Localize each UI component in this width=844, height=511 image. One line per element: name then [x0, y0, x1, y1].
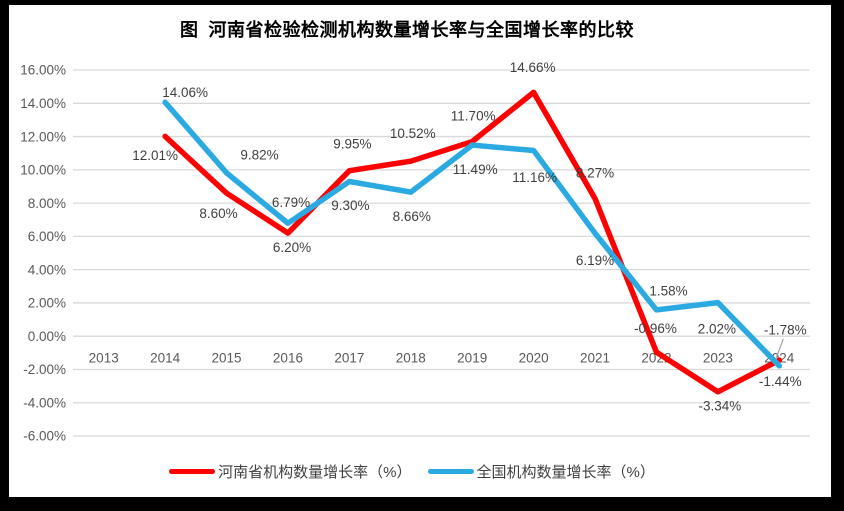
x-axis-tick-label: 2016 [273, 351, 303, 366]
y-axis-tick-label: 2.00% [28, 296, 66, 311]
data-label-national: 6.19% [576, 253, 614, 268]
data-label-henan: 12.01% [132, 148, 178, 163]
y-axis-tick-label: 0.00% [28, 329, 66, 344]
y-axis-tick-label: 6.00% [28, 229, 66, 244]
x-axis-tick-label: 2019 [457, 351, 487, 366]
data-label-national: 1.58% [649, 284, 687, 299]
y-axis-tick-label: -4.00% [23, 395, 66, 410]
data-label-henan: 8.27% [576, 165, 614, 180]
data-label-henan: 11.70% [451, 108, 496, 123]
data-label-henan: -0.96% [634, 321, 677, 336]
legend-line-national-swatch [427, 469, 474, 474]
y-axis-tick-label: 8.00% [28, 196, 66, 211]
x-axis-tick-label: 2023 [703, 351, 733, 366]
y-axis-tick-label: -2.00% [23, 362, 66, 377]
x-axis-tick-label: 2015 [212, 351, 242, 366]
data-label-national: 2.02% [698, 321, 736, 336]
y-axis-tick-label: 12.00% [20, 129, 66, 144]
x-axis-tick-label: 2013 [89, 351, 119, 366]
data-label-leader-line [775, 338, 784, 359]
data-label-henan: -1.44% [759, 374, 802, 389]
x-axis-tick-label: 2021 [580, 351, 610, 366]
data-label-national: 14.06% [162, 85, 208, 100]
data-label-national: 8.66% [393, 209, 431, 224]
data-label-national: 9.82% [240, 148, 278, 163]
x-axis-tick-label: 2017 [334, 351, 364, 366]
data-label-national: 11.49% [453, 162, 498, 177]
data-label-national: 11.16% [512, 170, 557, 185]
x-axis-tick-label: 2020 [519, 351, 549, 366]
data-label-henan: 14.66% [510, 60, 556, 75]
chart-title: 图 河南省检验检测机构数量增长率与全国增长率的比较 [180, 20, 634, 40]
y-axis-tick-label: 14.00% [20, 96, 66, 111]
series-line-national [162, 99, 783, 369]
y-axis-tick-label: 4.00% [28, 262, 66, 277]
series-line-henan [162, 89, 783, 395]
data-label-national: -1.78% [764, 323, 807, 338]
legend-item-national: 全国机构数量增长率（%） [427, 461, 655, 482]
data-label-henan: 8.60% [199, 206, 237, 221]
chart-canvas [9, 5, 831, 497]
legend-line-henan-swatch [169, 469, 216, 474]
chart-legend: 河南省机构数量增长率（%） 全国机构数量增长率（%） [1, 461, 823, 482]
data-label-national: 6.79% [272, 195, 310, 210]
data-label-henan: 10.52% [390, 126, 436, 141]
data-label-henan: 9.95% [333, 136, 371, 151]
y-axis-tick-label: -6.00% [23, 429, 66, 444]
data-label-henan: 6.20% [273, 240, 311, 255]
legend-label-henan: 河南省机构数量增长率（%） [218, 464, 412, 481]
y-axis-tick-label: 16.00% [20, 63, 66, 78]
legend-item-henan: 河南省机构数量增长率（%） [169, 461, 412, 482]
data-label-henan: -3.34% [698, 398, 741, 413]
y-axis-tick-label: 10.00% [20, 163, 66, 178]
x-axis-tick-label: 2014 [150, 351, 181, 366]
data-label-national: 9.30% [331, 198, 369, 213]
legend-label-national: 全国机构数量增长率（%） [476, 464, 655, 481]
x-axis-tick-label: 2018 [396, 351, 426, 366]
